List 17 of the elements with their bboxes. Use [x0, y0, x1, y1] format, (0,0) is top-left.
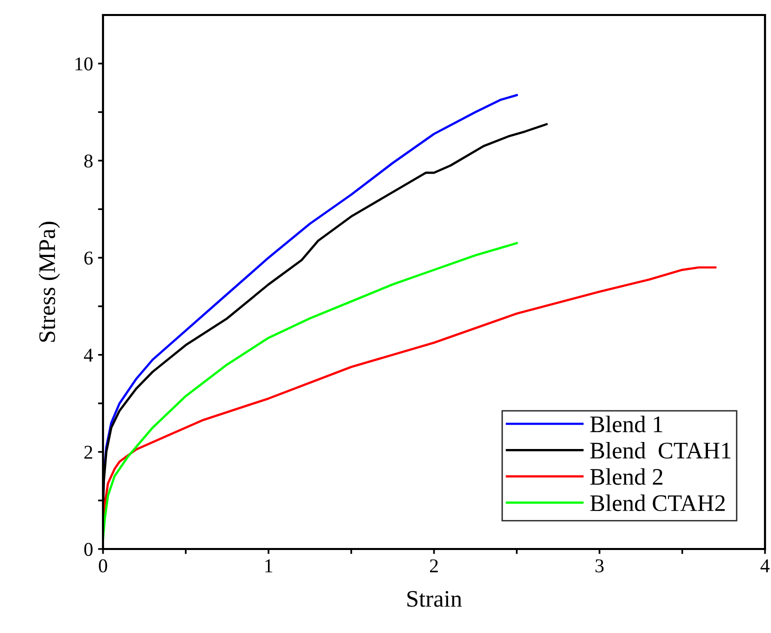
x-tick-label: 2 — [430, 559, 438, 572]
x-axis-title: Strain — [407, 590, 462, 607]
y-tick-label: 8 — [84, 154, 93, 168]
y-axis-title: Stress (MPa) — [38, 222, 60, 342]
y-tick-label: 10 — [76, 57, 93, 70]
y-tick-label: 4 — [84, 348, 93, 362]
x-tick-label: 1 — [265, 559, 272, 572]
y-tick-label: 6 — [84, 252, 93, 265]
y-tick-label: 0 — [84, 542, 93, 556]
legend-label: Blend CTAH2 — [590, 494, 725, 512]
legend-label: Blend 2 — [590, 468, 662, 485]
x-tick-label: 0 — [98, 559, 108, 572]
legend-label: Blend 1 — [590, 416, 662, 432]
x-tick-label: 3 — [596, 559, 604, 572]
legend-label: Blend CTAH1 — [590, 442, 731, 459]
x-tick-label: 4 — [760, 559, 770, 572]
y-tick-label: 2 — [84, 446, 92, 459]
